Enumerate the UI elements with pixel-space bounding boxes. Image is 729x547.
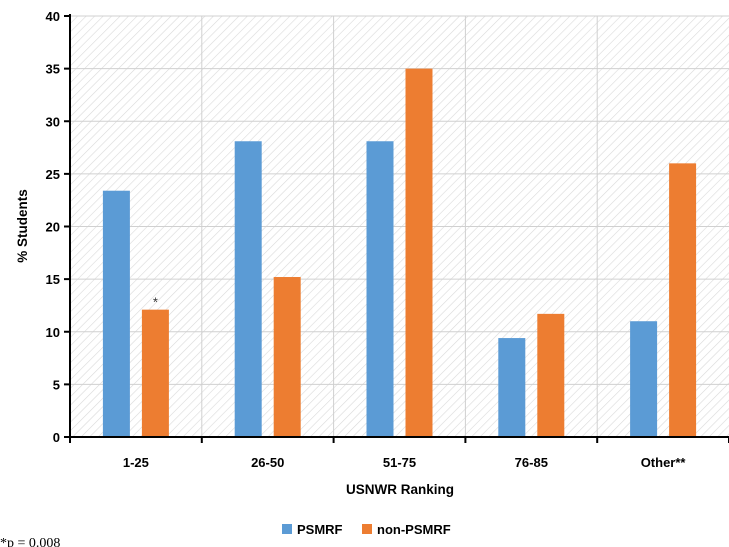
y-tick-label: 0 xyxy=(53,430,60,445)
x-tick-label: 1-25 xyxy=(123,455,149,470)
y-tick-label: 35 xyxy=(46,62,60,77)
legend-swatch xyxy=(362,524,372,534)
bars xyxy=(102,68,697,437)
footnote: *p = 0.008 xyxy=(0,536,60,547)
legend-swatch xyxy=(282,524,292,534)
legend-label: non-PSMRF xyxy=(377,522,451,537)
bar-non-psmrf-76-85 xyxy=(537,313,565,437)
annotations: * xyxy=(153,295,158,310)
bar-psmrf-other- xyxy=(630,321,658,437)
y-axis-title: % Students xyxy=(15,189,30,263)
y-tick-label: 15 xyxy=(46,272,60,287)
bar-psmrf-76-85 xyxy=(498,338,526,437)
bar-psmrf-26-50 xyxy=(234,141,262,437)
x-tick-label: Other** xyxy=(641,455,687,470)
x-tick-labels: 1-25 26-50 51-75 76-85 Other** xyxy=(123,455,687,470)
axes xyxy=(64,14,729,443)
bar-psmrf-51-75 xyxy=(366,141,394,437)
bar-non-psmrf-51-75 xyxy=(405,68,433,437)
y-tick-label: 40 xyxy=(46,9,60,24)
x-tick-label: 76-85 xyxy=(515,455,548,470)
y-tick-label: 10 xyxy=(46,325,60,340)
legend: PSMRF non-PSMRF xyxy=(282,522,451,537)
y-tick-label: 5 xyxy=(53,377,60,392)
y-tick-label: 30 xyxy=(46,114,60,129)
x-axis-title: USNWR Ranking xyxy=(346,482,454,497)
bar-non-psmrf-26-50 xyxy=(273,277,301,437)
bar-psmrf-1-25 xyxy=(102,190,130,437)
y-tick-labels: 0 5 10 15 20 25 30 35 40 xyxy=(46,9,60,445)
x-tick-label: 26-50 xyxy=(251,455,284,470)
gridlines xyxy=(70,15,729,437)
bar-non-psmrf-1-25 xyxy=(141,309,169,437)
x-tick-label: 51-75 xyxy=(383,455,416,470)
significance-marker: * xyxy=(153,295,158,310)
y-tick-label: 20 xyxy=(46,220,60,235)
legend-label: PSMRF xyxy=(297,522,343,537)
y-tick-label: 25 xyxy=(46,167,60,182)
bar-non-psmrf-other- xyxy=(669,163,697,437)
